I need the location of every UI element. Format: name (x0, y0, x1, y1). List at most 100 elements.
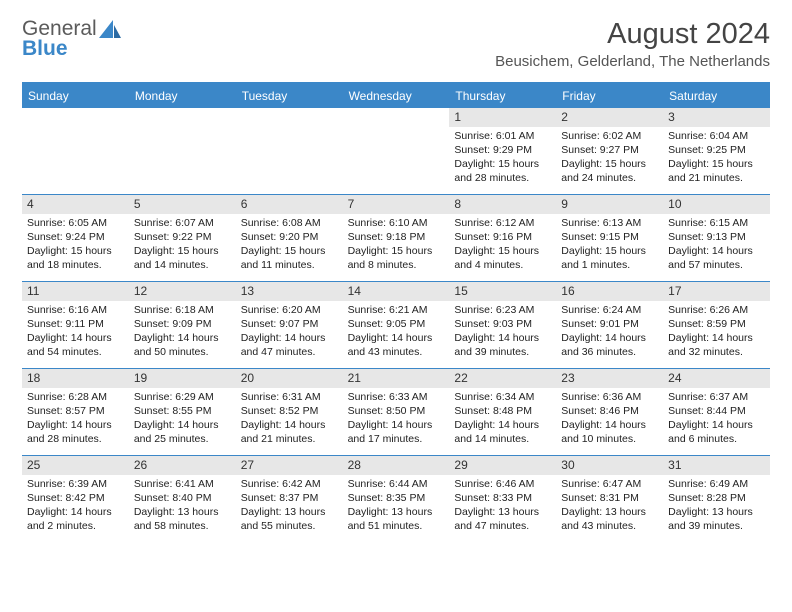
day-details: Sunrise: 6:01 AMSunset: 9:29 PMDaylight:… (449, 127, 556, 189)
sunrise-text: Sunrise: 6:34 AM (454, 391, 551, 405)
daylight-text: Daylight: 15 hours and 28 minutes. (454, 158, 551, 186)
day-cell: 1Sunrise: 6:01 AMSunset: 9:29 PMDaylight… (449, 108, 556, 194)
day-number: 23 (556, 369, 663, 388)
day-number: 4 (22, 195, 129, 214)
sunrise-text: Sunrise: 6:21 AM (348, 304, 445, 318)
daylight-text: Daylight: 15 hours and 24 minutes. (561, 158, 658, 186)
sunrise-text: Sunrise: 6:33 AM (348, 391, 445, 405)
day-details: Sunrise: 6:34 AMSunset: 8:48 PMDaylight:… (449, 388, 556, 450)
sunrise-text: Sunrise: 6:07 AM (134, 217, 231, 231)
daylight-text: Daylight: 15 hours and 8 minutes. (348, 245, 445, 273)
brand-text-2: Blue (22, 38, 97, 59)
day-cell: 9Sunrise: 6:13 AMSunset: 9:15 PMDaylight… (556, 195, 663, 281)
daylight-text: Daylight: 14 hours and 10 minutes. (561, 419, 658, 447)
week-row: 1Sunrise: 6:01 AMSunset: 9:29 PMDaylight… (22, 108, 770, 194)
day-cell: 18 Sunrise: 6:28 AMSunset: 8:57 PMDayligh… (22, 369, 129, 455)
daylight-text: Daylight: 14 hours and 6 minutes. (668, 419, 765, 447)
sunset-text: Sunset: 8:44 PM (668, 405, 765, 419)
sunrise-text: Sunrise: 6:18 AM (134, 304, 231, 318)
day-cell: 26Sunrise: 6:41 AMSunset: 8:40 PMDayligh… (129, 456, 236, 542)
sunrise-text: Sunrise: 6:26 AM (668, 304, 765, 318)
day-details: Sunrise: 6:42 AMSunset: 8:37 PMDaylight:… (236, 475, 343, 537)
month-title: August 2024 (495, 18, 770, 51)
day-cell: 13Sunrise: 6:20 AMSunset: 9:07 PMDayligh… (236, 282, 343, 368)
day-details: Sunrise: 6:46 AMSunset: 8:33 PMDaylight:… (449, 475, 556, 537)
sunrise-text: Sunrise: 6:10 AM (348, 217, 445, 231)
daylight-text: Daylight: 14 hours and 39 minutes. (454, 332, 551, 360)
day-details: Sunrise: 6:02 AMSunset: 9:27 PMDaylight:… (556, 127, 663, 189)
daylight-text: Daylight: 14 hours and 28 minutes. (27, 419, 124, 447)
sunset-text: Sunset: 8:52 PM (241, 405, 338, 419)
sunrise-text: Sunrise: 6:12 AM (454, 217, 551, 231)
day-number: 10 (663, 195, 770, 214)
day-cell (22, 108, 129, 194)
sunset-text: Sunset: 8:37 PM (241, 492, 338, 506)
brand-logo: General Blue (22, 18, 121, 59)
sunrise-text: Sunrise: 6:41 AM (134, 478, 231, 492)
sunrise-text: Sunrise: 6:44 AM (348, 478, 445, 492)
daylight-text: Daylight: 13 hours and 39 minutes. (668, 506, 765, 534)
day-cell: 10Sunrise: 6:15 AMSunset: 9:13 PMDayligh… (663, 195, 770, 281)
daylight-text: Daylight: 14 hours and 14 minutes. (454, 419, 551, 447)
day-number: 13 (236, 282, 343, 301)
day-number: 14 (343, 282, 450, 301)
day-cell: 8Sunrise: 6:12 AMSunset: 9:16 PMDaylight… (449, 195, 556, 281)
dayhead-mon: Monday (129, 84, 236, 108)
day-number: 28 (343, 456, 450, 475)
brand-text: General Blue (22, 18, 97, 59)
day-details: Sunrise: 6:13 AMSunset: 9:15 PMDaylight:… (556, 214, 663, 276)
daylight-text: Daylight: 14 hours and 47 minutes. (241, 332, 338, 360)
day-cell: 17Sunrise: 6:26 AMSunset: 8:59 PMDayligh… (663, 282, 770, 368)
sunrise-text: Sunrise: 6:04 AM (668, 130, 765, 144)
weeks-container: 1Sunrise: 6:01 AMSunset: 9:29 PMDaylight… (22, 108, 770, 542)
day-number: 21 (343, 369, 450, 388)
daylight-text: Daylight: 14 hours and 21 minutes. (241, 419, 338, 447)
sunrise-text: Sunrise: 6:15 AM (668, 217, 765, 231)
daylight-text: Daylight: 13 hours and 47 minutes. (454, 506, 551, 534)
day-cell: 24Sunrise: 6:37 AMSunset: 8:44 PMDayligh… (663, 369, 770, 455)
day-number: 31 (663, 456, 770, 475)
sunset-text: Sunset: 8:31 PM (561, 492, 658, 506)
day-number: 8 (449, 195, 556, 214)
day-details: Sunrise: 6:08 AMSunset: 9:20 PMDaylight:… (236, 214, 343, 276)
sunset-text: Sunset: 9:07 PM (241, 318, 338, 332)
daylight-text: Daylight: 13 hours and 58 minutes. (134, 506, 231, 534)
sunrise-text: Sunrise: 6:49 AM (668, 478, 765, 492)
day-details: Sunrise: 6:36 AMSunset: 8:46 PMDaylight:… (556, 388, 663, 450)
sunset-text: Sunset: 8:35 PM (348, 492, 445, 506)
week-row: 4Sunrise: 6:05 AMSunset: 9:24 PMDaylight… (22, 194, 770, 281)
calendar-grid: Sunday Monday Tuesday Wednesday Thursday… (22, 82, 770, 542)
dayhead-sat: Saturday (663, 84, 770, 108)
sunrise-text: Sunrise: 6:42 AM (241, 478, 338, 492)
sunset-text: Sunset: 9:09 PM (134, 318, 231, 332)
sunrise-text: Sunrise: 6:28 AM (27, 391, 124, 405)
day-number: 16 (556, 282, 663, 301)
day-cell: 7Sunrise: 6:10 AMSunset: 9:18 PMDaylight… (343, 195, 450, 281)
sunrise-text: Sunrise: 6:24 AM (561, 304, 658, 318)
day-number: 29 (449, 456, 556, 475)
day-cell: 27Sunrise: 6:42 AMSunset: 8:37 PMDayligh… (236, 456, 343, 542)
day-details: Sunrise: 6:49 AMSunset: 8:28 PMDaylight:… (663, 475, 770, 537)
day-cell (343, 108, 450, 194)
day-number: 20 (236, 369, 343, 388)
sunrise-text: Sunrise: 6:16 AM (27, 304, 124, 318)
sunset-text: Sunset: 8:57 PM (27, 405, 124, 419)
day-cell: 19Sunrise: 6:29 AMSunset: 8:55 PMDayligh… (129, 369, 236, 455)
daylight-text: Daylight: 13 hours and 43 minutes. (561, 506, 658, 534)
daylight-text: Daylight: 14 hours and 43 minutes. (348, 332, 445, 360)
day-cell: 15Sunrise: 6:23 AMSunset: 9:03 PMDayligh… (449, 282, 556, 368)
day-number: 24 (663, 369, 770, 388)
daylight-text: Daylight: 14 hours and 25 minutes. (134, 419, 231, 447)
sunset-text: Sunset: 8:33 PM (454, 492, 551, 506)
daylight-text: Daylight: 14 hours and 36 minutes. (561, 332, 658, 360)
sunset-text: Sunset: 9:18 PM (348, 231, 445, 245)
daylight-text: Daylight: 14 hours and 17 minutes. (348, 419, 445, 447)
day-number (343, 108, 450, 113)
sail-icon (99, 20, 121, 45)
week-row: 11Sunrise: 6:16 AMSunset: 9:11 PMDayligh… (22, 281, 770, 368)
day-details: Sunrise: 6:04 AMSunset: 9:25 PMDaylight:… (663, 127, 770, 189)
day-cell: 20Sunrise: 6:31 AMSunset: 8:52 PMDayligh… (236, 369, 343, 455)
day-details: Sunrise: 6:31 AMSunset: 8:52 PMDaylight:… (236, 388, 343, 450)
day-number: 18 (22, 369, 129, 388)
day-cell (129, 108, 236, 194)
